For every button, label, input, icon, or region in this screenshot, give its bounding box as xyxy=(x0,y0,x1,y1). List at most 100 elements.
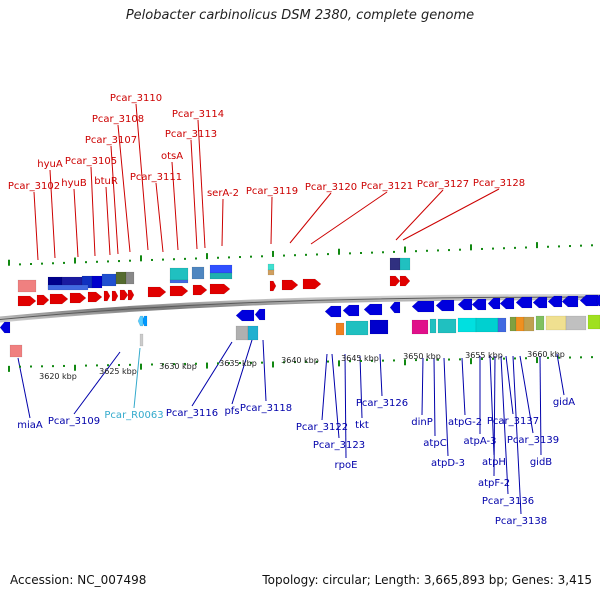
reverse-gene-arrow xyxy=(487,297,501,310)
leader-line xyxy=(556,353,565,396)
kbp-scale-label: 3635 kbp xyxy=(219,359,257,368)
scale-tick xyxy=(107,364,109,367)
reverse-gene-arrow xyxy=(389,301,401,314)
gene-label-bottom: Pcar_R0063 xyxy=(104,410,163,421)
scale-tick xyxy=(305,253,307,256)
scale-tick xyxy=(41,262,43,265)
scale-tick xyxy=(195,362,197,365)
functional-category-box xyxy=(345,320,369,336)
gene-label-bottom: atpF-2 xyxy=(478,478,510,489)
gene-label-top: Pcar_3114 xyxy=(172,109,224,120)
scale-tick xyxy=(129,363,131,366)
scale-tick xyxy=(338,248,340,255)
scale-tick xyxy=(96,364,98,367)
gene-label-bottom: Pcar_3123 xyxy=(313,440,365,451)
scale-tick xyxy=(547,356,549,359)
scale-tick xyxy=(85,364,87,367)
forward-gene-arrow xyxy=(389,275,401,287)
scale-tick xyxy=(107,260,109,263)
reverse-gene-arrow xyxy=(547,295,563,308)
leader-line xyxy=(310,191,388,245)
functional-category-box xyxy=(125,271,135,285)
leader-line xyxy=(73,351,121,415)
functional-category-box xyxy=(17,279,37,293)
scale-tick xyxy=(63,364,65,367)
scale-tick xyxy=(19,263,21,266)
scale-tick xyxy=(415,250,417,253)
leader-line xyxy=(519,355,534,434)
scale-tick xyxy=(151,363,153,366)
scale-tick xyxy=(459,358,461,361)
gene-label-bottom: Pcar_3139 xyxy=(507,435,559,446)
scale-tick xyxy=(8,259,10,266)
scale-tick xyxy=(525,246,527,249)
leader-line xyxy=(117,124,131,253)
scale-tick xyxy=(228,362,230,365)
scale-tick xyxy=(371,251,373,254)
scale-tick xyxy=(272,361,274,368)
functional-category-box xyxy=(191,266,205,280)
rna-gene-arrow xyxy=(141,315,148,327)
scale-tick xyxy=(503,357,505,360)
kbp-scale-label: 3650 kbp xyxy=(403,352,441,361)
scale-tick xyxy=(184,362,186,365)
reverse-gene-arrow xyxy=(0,321,11,334)
scale-tick xyxy=(327,253,329,256)
scale-tick xyxy=(206,362,208,369)
scale-tick xyxy=(52,262,54,265)
reverse-gene-arrow xyxy=(561,295,579,308)
functional-category-box xyxy=(209,272,233,280)
leader-line xyxy=(191,341,233,407)
rna-gene-arrow xyxy=(137,315,144,327)
gene-label-top: Pcar_3105 xyxy=(65,156,117,167)
kbp-scale-label: 3645 kbp xyxy=(341,354,379,363)
scale-tick xyxy=(206,253,208,260)
gene-label-bottom: miaA xyxy=(17,420,43,431)
scale-tick xyxy=(426,249,428,252)
functional-category-box xyxy=(235,325,249,341)
scale-tick xyxy=(272,250,274,257)
functional-category-box xyxy=(369,319,389,335)
scale-tick xyxy=(503,247,505,250)
gene-label-bottom: Pcar_3109 xyxy=(48,416,100,427)
leader-line xyxy=(512,355,522,515)
functional-category-box xyxy=(115,271,127,285)
scale-tick xyxy=(371,359,373,362)
leader-line xyxy=(395,189,444,241)
leader-line xyxy=(359,355,363,419)
scale-ticks xyxy=(8,242,593,372)
forward-gene-arrow xyxy=(111,290,119,302)
scale-tick xyxy=(558,356,560,359)
scale-tick xyxy=(294,361,296,364)
forward-gene-arrow xyxy=(281,279,299,291)
gene-label-top: Pcar_3108 xyxy=(92,114,144,125)
scale-tick xyxy=(217,362,219,365)
forward-gene-arrow xyxy=(119,289,129,301)
scale-tick xyxy=(96,260,98,263)
scale-tick xyxy=(305,360,307,363)
reverse-gene-arrow xyxy=(595,294,600,307)
leader-line xyxy=(270,196,273,245)
scale-tick xyxy=(569,245,571,248)
leader-line xyxy=(171,161,179,251)
scale-tick xyxy=(173,363,175,366)
kbp-scale-label: 3625 kbp xyxy=(99,367,137,376)
functional-category-box xyxy=(545,315,567,331)
gene-label-bottom: atpC xyxy=(423,438,446,449)
scale-tick xyxy=(393,250,395,253)
leader-line xyxy=(221,198,224,247)
forward-gene-arrow xyxy=(147,286,167,298)
gene-label-bottom: gidA xyxy=(553,397,575,408)
scale-tick xyxy=(162,363,164,366)
scale-tick xyxy=(360,360,362,362)
scale-tick xyxy=(184,257,186,260)
scale-tick xyxy=(459,248,461,251)
leader-line xyxy=(461,357,466,416)
gene-label-bottom: Pcar_3137 xyxy=(487,416,539,427)
scale-tick xyxy=(129,259,131,262)
gene-label-bottom: Pcar_3136 xyxy=(482,496,534,507)
scale-tick xyxy=(228,256,230,259)
scale-tick xyxy=(239,362,241,365)
functional-category-box xyxy=(429,318,437,334)
